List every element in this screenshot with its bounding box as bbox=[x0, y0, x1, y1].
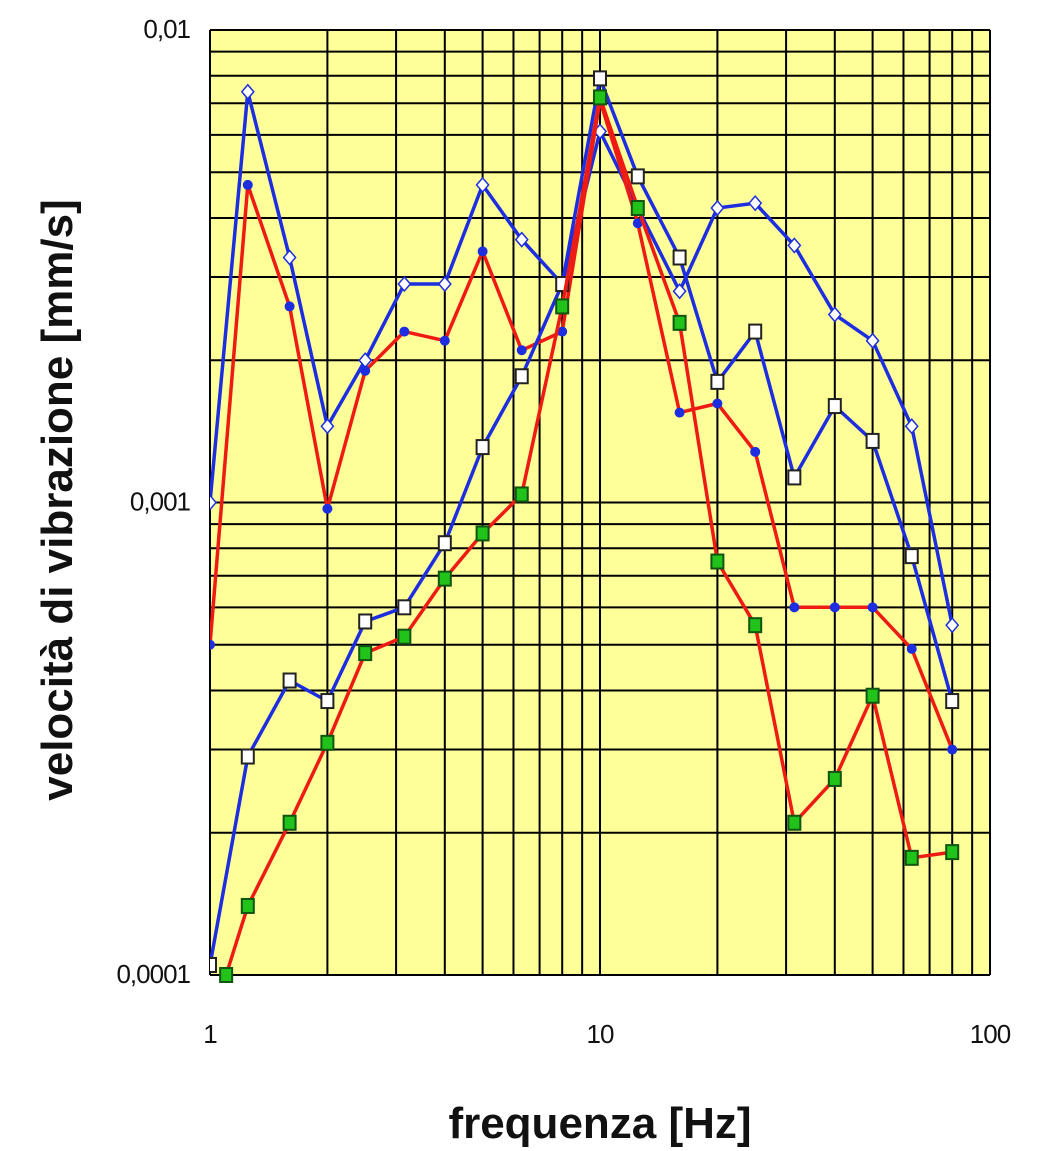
data-point bbox=[557, 326, 568, 337]
data-point bbox=[282, 672, 297, 689]
data-point bbox=[672, 283, 687, 300]
data-point bbox=[210, 956, 217, 973]
data-point bbox=[827, 306, 842, 323]
data-point bbox=[710, 553, 725, 570]
y-tick-labels: 0,0001 0,001 0,01 bbox=[116, 14, 191, 989]
data-point bbox=[284, 301, 295, 312]
data-point bbox=[477, 246, 488, 257]
data-point bbox=[827, 770, 842, 787]
data-point bbox=[514, 231, 529, 248]
data-point bbox=[829, 602, 840, 613]
data-point bbox=[240, 897, 255, 914]
data-point bbox=[945, 617, 960, 634]
data-point bbox=[437, 535, 452, 552]
data-point bbox=[867, 602, 878, 613]
data-point bbox=[437, 275, 452, 293]
x-axis-title: frequenza [Hz] bbox=[448, 1099, 751, 1148]
data-point bbox=[672, 314, 687, 331]
data-point bbox=[397, 275, 412, 293]
series-line bbox=[210, 98, 954, 751]
data-point bbox=[787, 237, 802, 254]
data-point bbox=[593, 89, 607, 106]
data-point bbox=[358, 645, 373, 662]
horizontal-gridlines bbox=[210, 29, 990, 976]
data-point bbox=[672, 249, 687, 266]
data-point bbox=[322, 503, 333, 514]
x-tick-label: 10 bbox=[587, 1019, 614, 1049]
data-point bbox=[320, 418, 335, 435]
data-point bbox=[210, 639, 215, 650]
series-4 bbox=[219, 89, 960, 983]
data-point bbox=[748, 323, 763, 340]
data-point bbox=[240, 748, 255, 765]
data-point bbox=[630, 168, 645, 185]
data-point bbox=[787, 469, 802, 486]
x-tick-label: 1 bbox=[203, 1019, 217, 1049]
data-point bbox=[632, 218, 643, 229]
data-point bbox=[630, 200, 645, 217]
data-point bbox=[399, 326, 410, 337]
y-tick-label: 0,0001 bbox=[116, 959, 190, 989]
y-axis-title: velocità di vibrazione [mm/s] bbox=[33, 199, 82, 801]
data-point bbox=[945, 844, 960, 861]
data-point bbox=[240, 83, 255, 100]
data-point bbox=[516, 345, 527, 356]
data-point bbox=[710, 199, 725, 217]
data-point bbox=[865, 432, 880, 449]
data-point bbox=[514, 486, 529, 503]
data-point bbox=[210, 494, 217, 511]
data-point bbox=[750, 446, 761, 457]
data-point bbox=[475, 176, 490, 194]
data-point bbox=[437, 570, 452, 587]
data-point bbox=[710, 373, 725, 390]
data-point bbox=[748, 617, 763, 634]
series-layer bbox=[210, 70, 960, 983]
series-2 bbox=[210, 95, 958, 755]
series-line bbox=[210, 76, 954, 966]
data-point bbox=[360, 365, 371, 376]
data-point bbox=[904, 548, 919, 565]
data-point bbox=[904, 849, 919, 866]
data-point bbox=[282, 249, 297, 266]
data-point bbox=[397, 599, 412, 616]
data-point bbox=[947, 744, 958, 755]
data-point bbox=[593, 70, 607, 87]
data-point bbox=[906, 643, 917, 654]
data-point bbox=[320, 734, 335, 751]
data-point bbox=[439, 335, 450, 346]
data-point bbox=[904, 418, 919, 435]
data-point bbox=[712, 398, 723, 409]
data-point bbox=[358, 613, 373, 630]
data-point bbox=[827, 398, 842, 415]
data-point bbox=[789, 602, 800, 613]
data-point bbox=[320, 693, 335, 710]
data-point bbox=[787, 814, 802, 831]
data-point bbox=[219, 967, 234, 983]
data-point bbox=[865, 687, 880, 704]
data-point bbox=[475, 525, 490, 542]
data-point bbox=[945, 693, 960, 710]
data-point bbox=[514, 368, 529, 385]
x-tick-label: 100 bbox=[970, 1019, 1011, 1049]
y-tick-label: 0,01 bbox=[143, 14, 190, 44]
data-point bbox=[674, 407, 685, 418]
data-point bbox=[748, 195, 763, 212]
data-point bbox=[475, 439, 490, 456]
x-tick-labels: 1 10 100 bbox=[203, 1019, 1011, 1049]
data-point bbox=[555, 298, 570, 315]
data-point bbox=[865, 332, 880, 349]
data-point bbox=[242, 179, 253, 190]
series-3 bbox=[210, 70, 960, 973]
y-tick-label: 0,001 bbox=[130, 487, 191, 517]
data-point bbox=[282, 814, 297, 831]
data-point bbox=[397, 628, 412, 645]
